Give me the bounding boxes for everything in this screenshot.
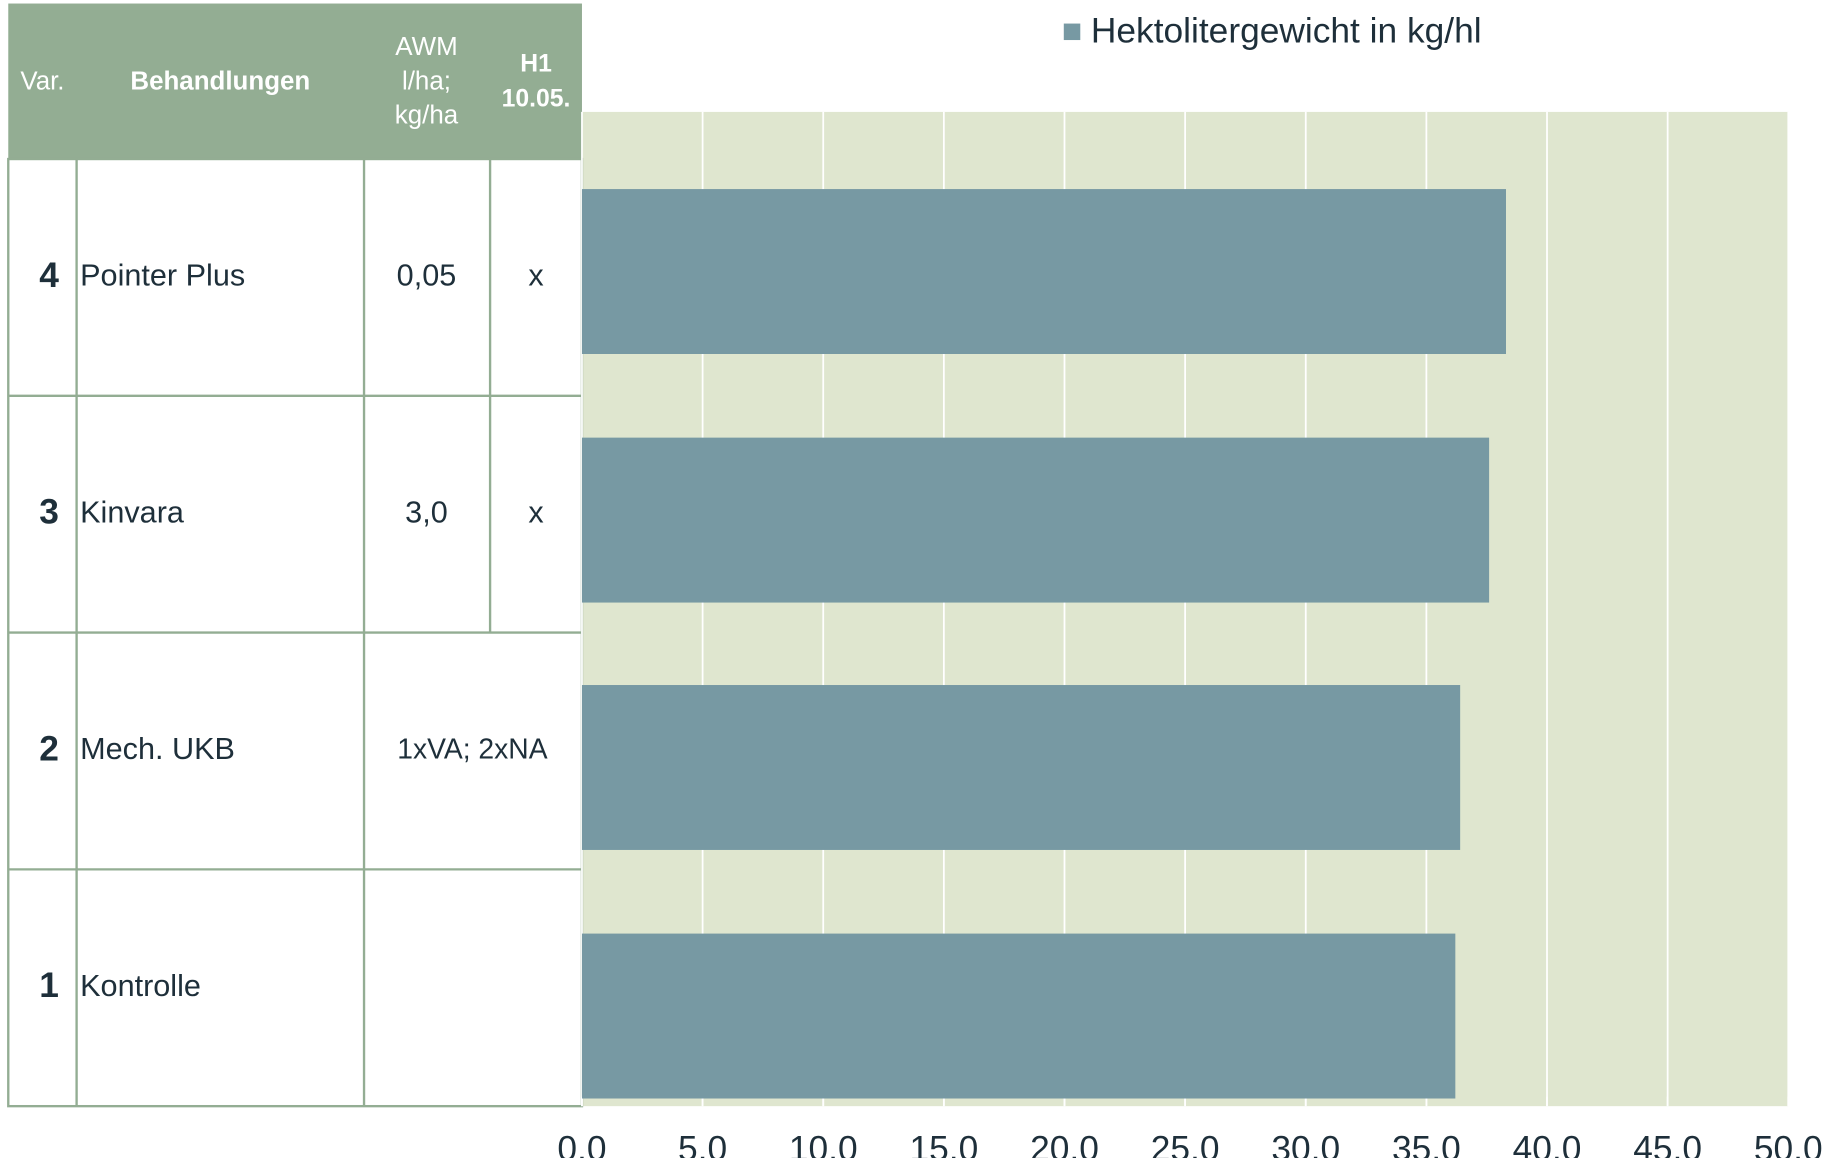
header-cell: l/ha; [402,67,451,95]
x-tick-label: 15,0 [909,1129,978,1158]
header-cell: AWM [395,33,457,61]
treatment: Kinvara [80,495,185,529]
bar [581,933,1456,1099]
bar [581,437,1490,603]
x-tick-label: 40,0 [1513,1129,1582,1158]
x-tick-label: 45,0 [1633,1129,1702,1158]
x-tick-label: 35,0 [1392,1129,1461,1158]
header-cell: 10.05. [502,86,571,113]
treatment: Mech. UKB [80,732,235,766]
x-tick-label: 30,0 [1271,1129,1340,1158]
var-number: 3 [39,493,59,532]
x-tick-label: 10,0 [789,1129,858,1158]
h1-mark: x [528,495,543,529]
table-grid [7,157,584,1108]
x-tick-label: 0,0 [557,1129,606,1158]
header-cell: Var. [20,67,64,95]
header-cell: H1 [520,50,552,77]
legend-label: Hektolitergewicht in kg/hl [1091,11,1482,50]
header-cell: Behandlungen [130,67,310,95]
var-number: 1 [39,966,59,1005]
var-number: 4 [39,256,59,295]
dose: 1xVA; 2xNA [397,732,547,764]
table-header [8,3,582,160]
bar [581,189,1506,354]
x-tick-label: 50,0 [1754,1129,1823,1158]
x-tick-label: 20,0 [1030,1129,1099,1158]
bar [581,685,1461,850]
dose: 0,05 [397,259,457,293]
var-number: 2 [39,729,59,768]
treatment: Pointer Plus [80,259,245,293]
legend-swatch [1063,23,1081,41]
x-tick-label: 25,0 [1151,1129,1220,1158]
x-tick-label: 5,0 [678,1129,727,1158]
treatment: Kontrolle [80,969,201,1003]
h1-mark: x [528,259,543,293]
header-cell: kg/ha [395,101,459,129]
dose: 3,0 [405,495,448,529]
